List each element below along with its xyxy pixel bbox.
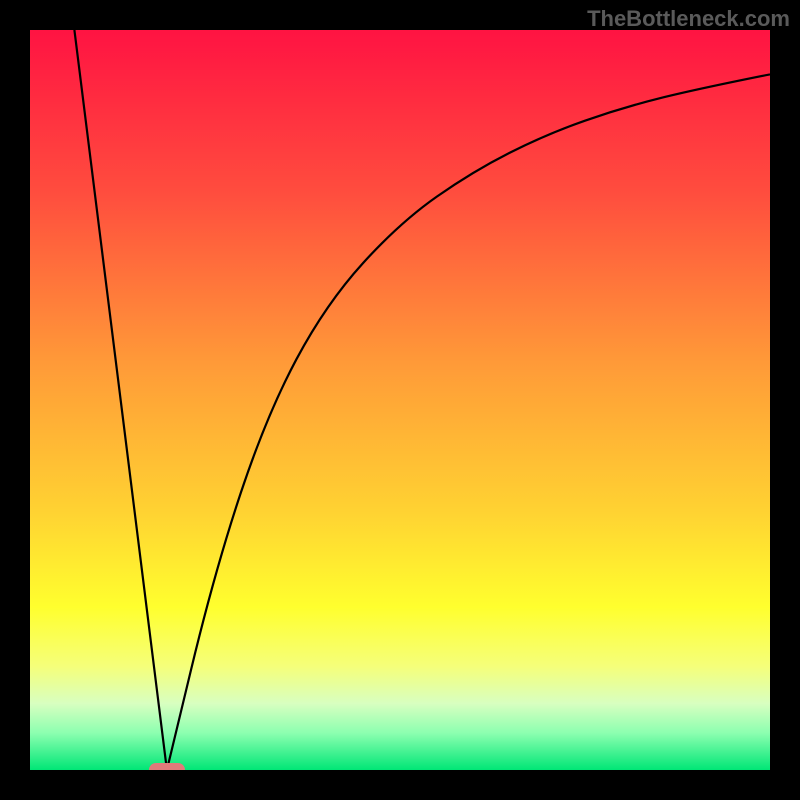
chart-container: TheBottleneck.com xyxy=(0,0,800,800)
watermark-text: TheBottleneck.com xyxy=(587,6,790,32)
plot-area xyxy=(30,30,770,770)
minimum-marker xyxy=(149,763,185,770)
curve-layer xyxy=(30,30,770,770)
bottleneck-curve xyxy=(74,30,770,770)
